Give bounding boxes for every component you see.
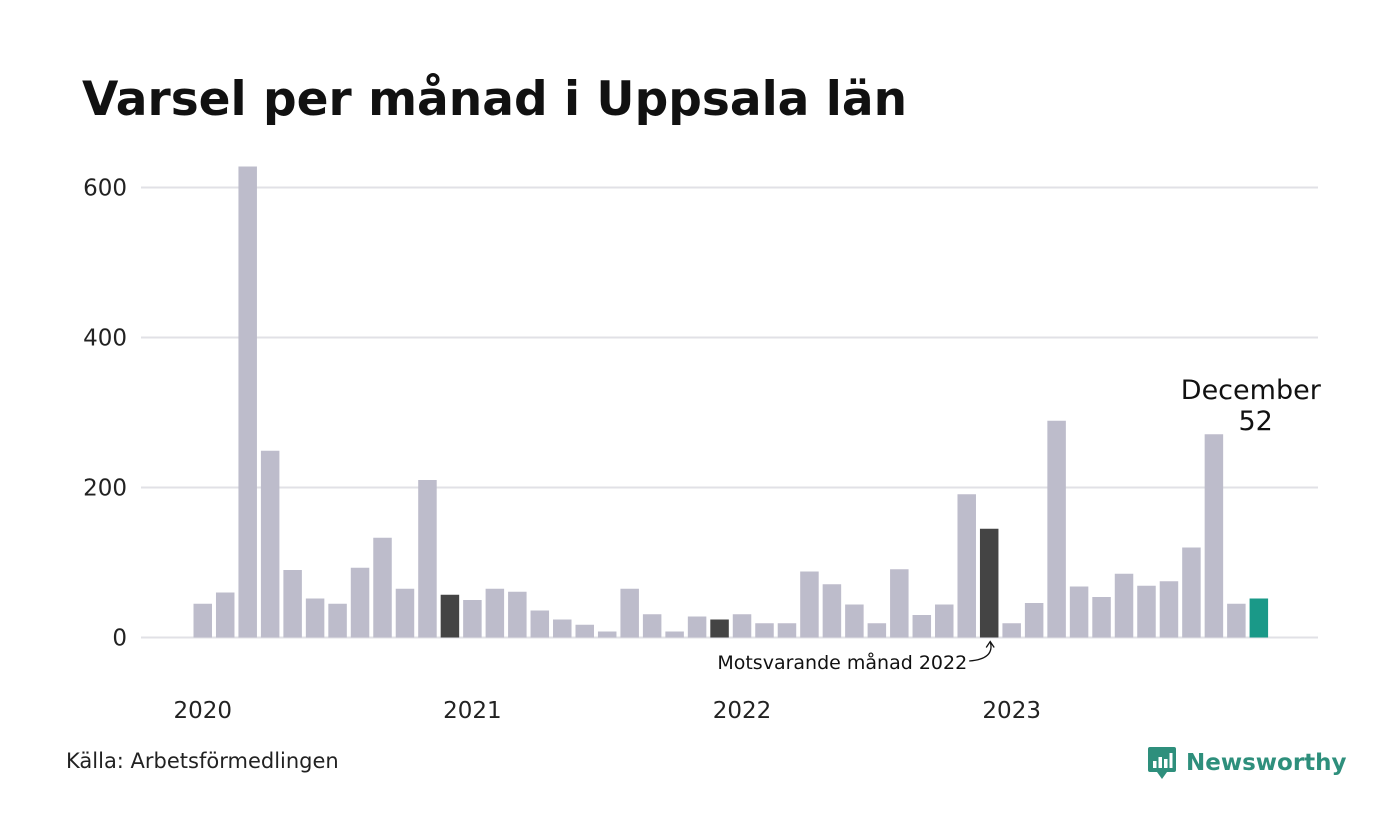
gridlines — [141, 186, 1318, 639]
bar — [418, 480, 437, 638]
bar — [845, 604, 864, 638]
bar — [1024, 603, 1044, 638]
bar — [1182, 547, 1201, 638]
bar — [215, 592, 235, 638]
bar — [373, 537, 392, 638]
bar — [935, 604, 954, 638]
bar — [822, 584, 842, 638]
bar — [260, 450, 280, 638]
bar — [485, 588, 505, 638]
bar — [1092, 597, 1111, 638]
bar — [1159, 581, 1179, 638]
x-tick-label: 2023 — [982, 698, 1041, 724]
bar — [800, 571, 819, 638]
bar — [463, 600, 482, 638]
annotation-arrow-icon — [969, 640, 995, 662]
previous-year-annotation: Motsvarande månad 2022 — [717, 651, 967, 674]
bar — [1204, 434, 1224, 638]
y-tick-label: 600 — [83, 176, 127, 202]
current-value-label: 52 — [1238, 406, 1272, 437]
bar — [867, 623, 887, 638]
bar — [328, 603, 347, 638]
x-axis-ticks: 2020 2021 2022 2023 — [174, 698, 1041, 724]
x-tick-label: 2021 — [443, 698, 502, 724]
bar — [238, 166, 257, 638]
bar — [283, 570, 302, 638]
bar — [1114, 573, 1134, 638]
annotations: Motsvarande månad 2022 December 52 — [717, 375, 1321, 674]
y-tick-label: 200 — [83, 476, 127, 502]
bar — [732, 614, 752, 638]
bar — [305, 598, 325, 638]
bar — [508, 591, 527, 638]
bar — [1227, 603, 1246, 638]
bar-reference-month — [979, 528, 999, 638]
bar — [350, 567, 370, 638]
x-tick-label: 2020 — [174, 698, 233, 724]
bar-reference-month — [710, 619, 729, 638]
bar — [912, 615, 932, 638]
bar — [553, 619, 572, 638]
bar — [1002, 623, 1021, 638]
brand-logo[interactable]: Newsworthy — [1147, 744, 1347, 782]
bar — [575, 624, 594, 638]
x-tick-label: 2022 — [713, 698, 772, 724]
y-tick-label: 0 — [112, 626, 127, 652]
bar — [957, 494, 976, 638]
bar — [755, 623, 774, 638]
bar — [1069, 586, 1089, 638]
brand-name: Newsworthy — [1186, 750, 1347, 776]
bar — [642, 614, 662, 638]
bar — [395, 588, 415, 638]
bar — [890, 569, 909, 638]
bar-reference-month — [440, 594, 460, 638]
newsworthy-logo-icon — [1148, 747, 1176, 779]
chart-title: Varsel per månad i Uppsala län — [82, 72, 908, 127]
y-tick-label: 400 — [83, 326, 127, 352]
bar-current-month — [1249, 598, 1269, 638]
bar — [597, 631, 617, 638]
bar — [1137, 585, 1156, 638]
bar — [687, 616, 707, 638]
bar — [777, 623, 797, 638]
bar — [620, 588, 639, 638]
bar — [530, 610, 550, 638]
bar — [1047, 420, 1066, 638]
bar — [193, 603, 212, 638]
bars — [193, 166, 1269, 638]
source-note: Källa: Arbetsförmedlingen — [66, 749, 339, 773]
current-month-label: December — [1181, 375, 1322, 406]
bar — [665, 631, 684, 638]
y-axis-ticks: 0 200 400 600 — [83, 176, 127, 652]
